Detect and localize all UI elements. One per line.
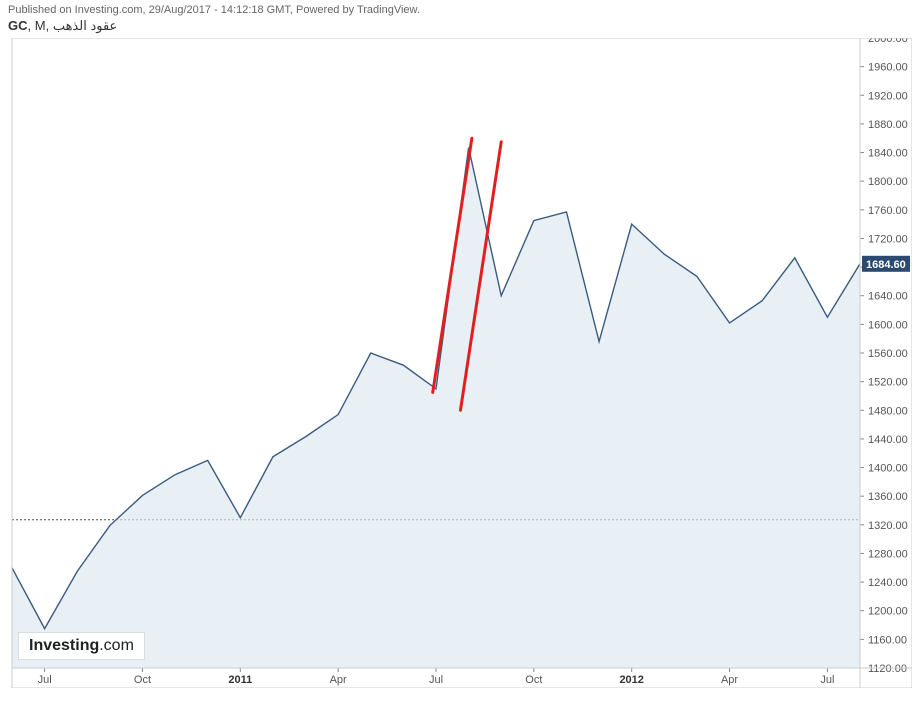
svg-text:Jul: Jul [820, 674, 834, 686]
publish-header: Published on Investing.com, 29/Aug/2017 … [0, 0, 920, 18]
svg-text:1960.00: 1960.00 [868, 62, 908, 74]
svg-text:1880.00: 1880.00 [868, 119, 908, 131]
svg-text:1160.00: 1160.00 [868, 634, 907, 646]
svg-text:1400.00: 1400.00 [868, 463, 908, 475]
symbol-interval: M [35, 18, 46, 33]
sep: , [28, 18, 35, 33]
symbol-name-ar: عقود الذهب [53, 18, 117, 33]
svg-text:1800.00: 1800.00 [868, 176, 908, 188]
svg-text:2011: 2011 [228, 674, 252, 686]
symbol-ticker: GC [8, 18, 28, 33]
svg-text:2000.00: 2000.00 [868, 38, 908, 45]
svg-text:1200.00: 1200.00 [868, 606, 908, 618]
svg-text:1480.00: 1480.00 [868, 405, 908, 417]
svg-text:1760.00: 1760.00 [868, 205, 908, 217]
svg-text:1920.00: 1920.00 [868, 90, 908, 102]
svg-text:1720.00: 1720.00 [868, 233, 908, 245]
svg-text:Apr: Apr [330, 674, 347, 686]
logo-part-b: .com [99, 637, 134, 654]
svg-text:Jul: Jul [38, 674, 52, 686]
svg-text:1520.00: 1520.00 [868, 377, 908, 389]
symbol-row: GC, M, عقود الذهب [0, 18, 920, 38]
svg-text:1840.00: 1840.00 [868, 148, 908, 160]
svg-text:1600.00: 1600.00 [868, 319, 908, 331]
chart-container: 1120.00 1160.00 1200.00 1240.00 1280.00 1320.… [6, 38, 914, 688]
sep2: , [46, 18, 53, 33]
svg-text:1684.60: 1684.60 [866, 259, 906, 271]
svg-text:1240.00: 1240.00 [868, 577, 908, 589]
svg-text:1320.00: 1320.00 [868, 520, 908, 532]
svg-text:Apr: Apr [721, 674, 738, 686]
logo-part-a: Investing [29, 637, 99, 654]
svg-text:2012: 2012 [619, 674, 643, 686]
svg-text:Jul: Jul [429, 674, 443, 686]
price-chart[interactable]: 1120.00 1160.00 1200.00 1240.00 1280.00 1320.… [6, 38, 912, 688]
watermark-logo: Investing.com [18, 632, 145, 660]
svg-text:1120.00: 1120.00 [868, 663, 907, 675]
svg-text:1560.00: 1560.00 [868, 348, 908, 360]
publish-text: Published on Investing.com, 29/Aug/2017 … [8, 4, 420, 16]
svg-text:1440.00: 1440.00 [868, 434, 908, 446]
svg-text:1280.00: 1280.00 [868, 548, 908, 560]
svg-text:1360.00: 1360.00 [868, 491, 908, 503]
svg-text:1640.00: 1640.00 [868, 291, 908, 303]
svg-text:Oct: Oct [525, 674, 542, 686]
svg-text:Oct: Oct [134, 674, 151, 686]
